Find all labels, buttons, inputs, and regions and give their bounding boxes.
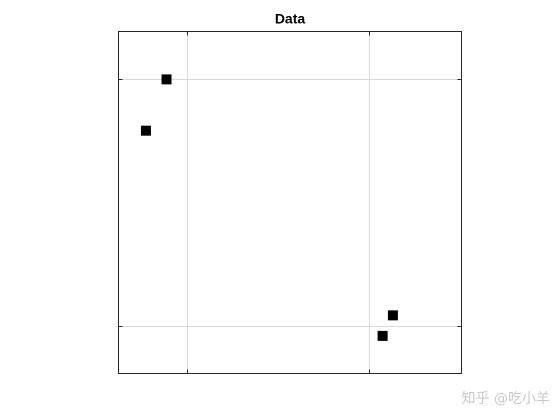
- data-point: [161, 74, 172, 85]
- data-point: [387, 310, 398, 321]
- grid: [118, 31, 462, 374]
- watermark-text: 知乎 @吃小羊: [461, 391, 550, 407]
- axes-frame: [118, 31, 462, 374]
- data-point: [140, 125, 151, 136]
- chart-title: Data: [275, 11, 306, 27]
- data-point: [377, 330, 388, 341]
- ticks: [118, 31, 462, 374]
- data-points: [140, 74, 398, 341]
